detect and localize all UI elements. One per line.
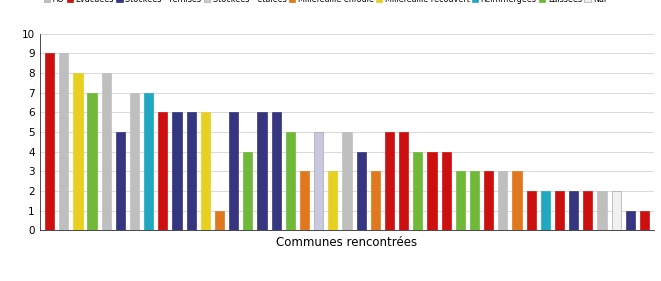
Bar xyxy=(555,191,564,230)
Legend: AO, Evacuées, Stockées - remises, Stockées - étalées, Millefeuille enfouie, Mill: AO, Evacuées, Stockées - remises, Stocké… xyxy=(44,0,606,4)
Bar xyxy=(428,152,437,230)
Bar xyxy=(300,171,309,230)
Bar xyxy=(598,191,607,230)
Bar xyxy=(583,191,592,230)
X-axis label: Communes rencontrées: Communes rencontrées xyxy=(276,236,418,249)
Bar xyxy=(484,171,493,230)
Bar xyxy=(257,112,266,230)
Bar xyxy=(186,112,196,230)
Bar xyxy=(442,152,451,230)
Bar xyxy=(455,171,465,230)
Bar xyxy=(144,93,153,230)
Bar xyxy=(59,53,68,230)
Bar xyxy=(130,93,139,230)
Bar xyxy=(626,211,635,230)
Bar xyxy=(73,73,83,230)
Bar xyxy=(272,112,281,230)
Bar xyxy=(329,171,338,230)
Bar xyxy=(399,132,408,230)
Bar xyxy=(314,132,323,230)
Bar xyxy=(201,112,210,230)
Bar xyxy=(342,132,352,230)
Bar xyxy=(569,191,578,230)
Bar xyxy=(356,152,366,230)
Bar xyxy=(286,132,295,230)
Bar xyxy=(640,211,649,230)
Bar xyxy=(498,171,508,230)
Bar xyxy=(45,53,54,230)
Bar xyxy=(229,112,239,230)
Bar xyxy=(527,191,536,230)
Bar xyxy=(87,93,97,230)
Bar xyxy=(413,152,422,230)
Bar xyxy=(102,73,111,230)
Bar xyxy=(385,132,394,230)
Bar xyxy=(611,191,621,230)
Bar xyxy=(470,171,479,230)
Bar xyxy=(116,132,125,230)
Bar xyxy=(371,171,380,230)
Bar xyxy=(512,171,522,230)
Bar xyxy=(158,112,167,230)
Bar xyxy=(243,152,253,230)
Bar xyxy=(215,211,224,230)
Bar xyxy=(173,112,182,230)
Bar xyxy=(541,191,550,230)
